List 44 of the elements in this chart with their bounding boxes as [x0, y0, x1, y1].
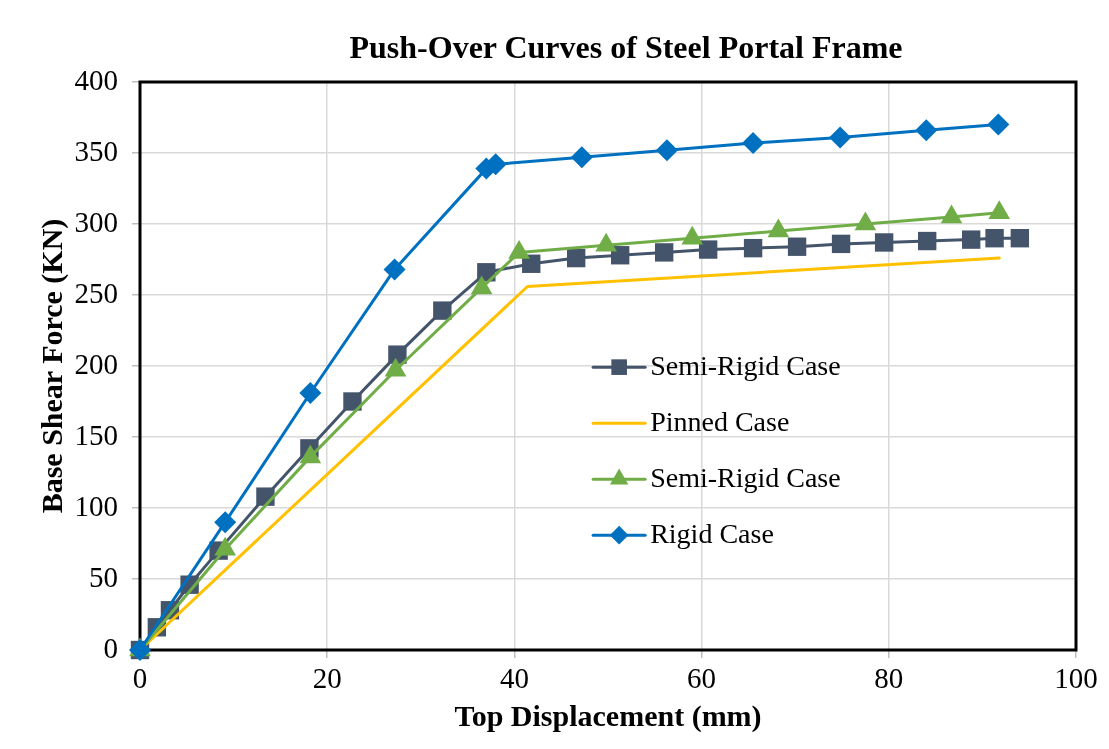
point [987, 113, 1010, 136]
point [787, 237, 807, 256]
y-tick-label: 150 [74, 418, 118, 451]
point [655, 139, 678, 162]
y-tick-label: 400 [74, 63, 118, 96]
y-tick-label: 350 [74, 134, 118, 167]
y-tick-label: 0 [103, 631, 118, 664]
x-axis-title: Top Displacement (mm) [454, 698, 762, 733]
point [654, 243, 674, 262]
point [743, 238, 763, 258]
point [915, 119, 938, 142]
legend-label: Pinned Case [650, 406, 790, 438]
point [742, 132, 765, 155]
point [214, 511, 237, 534]
x-tick-label: 40 [499, 662, 529, 695]
point [985, 229, 1004, 248]
point [299, 381, 322, 404]
point [829, 126, 852, 149]
point [917, 231, 937, 251]
x-tick-label: 0 [132, 662, 148, 695]
x-tick-label: 100 [1054, 662, 1098, 695]
point [433, 301, 452, 320]
point [383, 258, 406, 281]
legend-label: Semi-Rigid Case [650, 350, 841, 382]
point [698, 240, 718, 259]
y-axis-title: Base Shear Force (KN) [34, 218, 69, 514]
x-tick-label: 60 [687, 662, 717, 695]
y-tick-label: 200 [74, 347, 118, 380]
y-tick-label: 250 [74, 276, 118, 309]
y-tick-label: 100 [74, 489, 118, 522]
x-tick-label: 20 [312, 662, 342, 695]
legend-label: Rigid Case [650, 518, 774, 550]
point [343, 392, 362, 411]
y-tick-label: 50 [89, 560, 118, 593]
chart-title: Push-Over Curves of Steel Portal Frame [349, 29, 903, 66]
point [1010, 229, 1030, 248]
point [831, 234, 851, 254]
point [570, 146, 593, 169]
point [874, 233, 894, 252]
point [566, 248, 586, 268]
legend-label: Semi-Rigid Case [650, 462, 841, 494]
point [961, 230, 981, 249]
y-tick-label: 300 [74, 205, 118, 238]
x-tick-label: 80 [874, 662, 904, 695]
